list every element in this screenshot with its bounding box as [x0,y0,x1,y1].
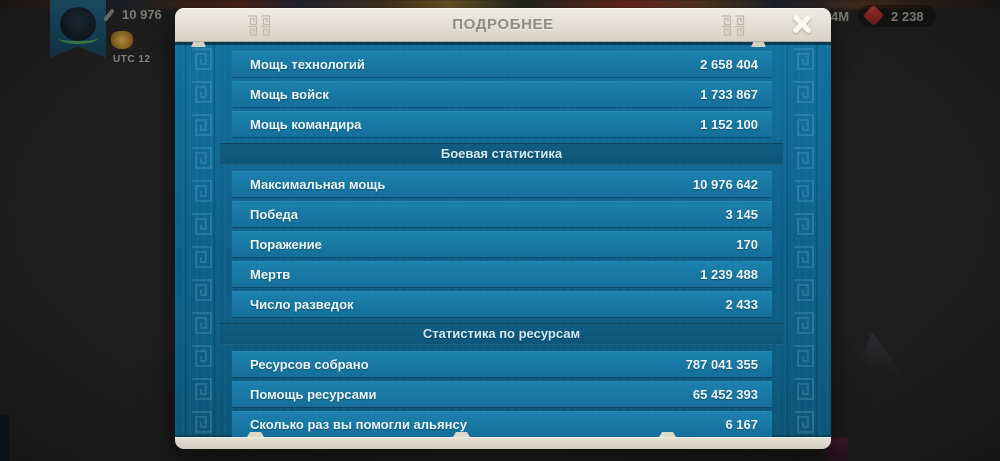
stat-label: Ресурсов собрано [250,356,369,372]
stat-row: Мощь командира 1 152 100 [232,111,772,137]
stat-row: Мощь войск 1 733 867 [232,81,772,107]
meander-pattern-column [185,44,215,437]
stat-value: 2 433 [725,296,758,312]
bottombar-notch [247,432,264,437]
stat-label: Поражение [250,236,322,252]
stat-value: 6 167 [725,416,758,432]
player-banner [50,0,106,58]
bottombar-notch [453,432,470,437]
details-modal: ПОДРОБНЕЕ [175,8,831,449]
stat-row: Помощь ресурсами 65 452 393 [232,381,772,407]
background-game-strip [0,0,1000,9]
stat-label: Максимальная мощь [250,176,386,192]
modal-titlebar: ПОДРОБНЕЕ [175,8,831,47]
resource-count-fragment: 4M [831,9,850,24]
stat-label: Мощь технологий [250,56,365,72]
stat-label: Число разведок [250,296,354,312]
stat-row: Максимальная мощь 10 976 642 [232,171,772,197]
stat-value: 1 152 100 [700,116,758,132]
stat-label: Мощь войск [250,86,329,102]
stat-label: Помощь ресурсами [250,386,377,402]
stat-value: 3 145 [725,206,758,222]
stat-row: Поражение 170 [232,231,772,257]
section-header: Статистика по ресурсам [220,323,783,345]
stat-row: Мощь технологий 2 658 404 [232,51,772,77]
titlebar-notch [751,42,766,47]
utc-label: UTC 12 [113,54,151,65]
modal-title: ПОДРОБНЕЕ [452,16,554,33]
stat-row: Ресурсов собрано 787 041 355 [232,351,772,377]
stat-row: Сколько раз вы помогли альянсу 6 167 [232,411,772,437]
stat-value: 65 452 393 [692,386,758,402]
power-value: 10 976 [122,7,162,22]
meander-pattern-column [787,44,817,437]
stat-row: Мертв 1 239 488 [232,261,772,287]
stat-value: 1 733 867 [700,86,758,102]
background-tree [848,332,908,392]
stat-label: Сколько раз вы помогли альянсу [250,416,467,432]
close-icon [791,13,813,38]
greek-key-ornament-icon [721,15,747,36]
stat-value: 2 658 404 [700,56,758,72]
stat-row: Победа 3 145 [232,201,772,227]
stats-scroll-list[interactable]: Мощь технологий 2 658 404 Мощь войск 1 7… [175,42,831,437]
gem-count: 2 238 [891,9,924,24]
stat-value: 170 [736,236,758,252]
banner-laurel [58,32,98,44]
vip-badge-icon [111,31,133,49]
stat-value: 1 239 488 [700,266,758,282]
stat-row: Число разведок 2 433 [232,291,772,317]
background-ui-fragment [826,438,848,461]
modal-bottombar [175,432,831,449]
stats-panel: Мощь технологий 2 658 404 Мощь войск 1 7… [175,42,831,437]
background-edge [0,415,9,461]
stat-label: Победа [250,206,299,222]
stat-value: 787 041 355 [685,356,758,372]
close-button[interactable] [781,10,823,40]
bottombar-notch [659,432,676,437]
stat-label: Мощь командира [250,116,362,132]
titlebar-notch [191,42,206,47]
stat-value: 10 976 642 [692,176,758,192]
section-header: Боевая статистика [220,143,783,165]
stat-label: Мертв [250,266,291,282]
